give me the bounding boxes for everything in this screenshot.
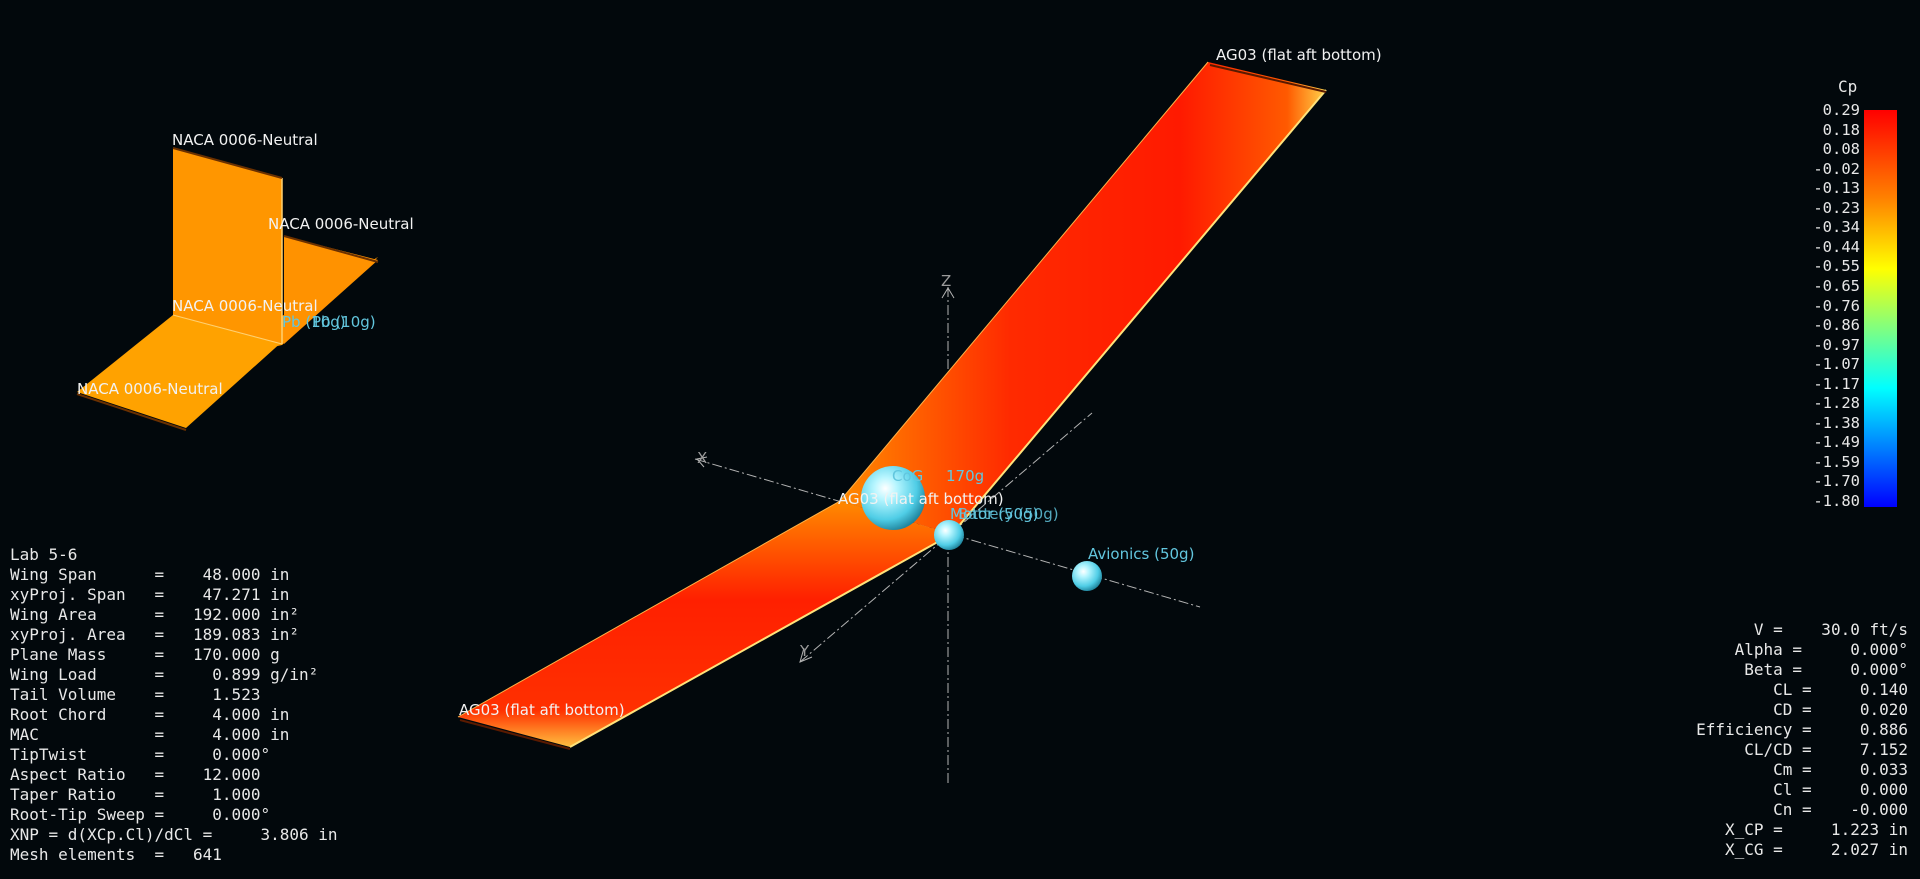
- motor-mass-label: Motor (50g): [950, 505, 1039, 523]
- cog-sphere[interactable]: [861, 466, 925, 530]
- property-row: Root-Tip Sweep = 0.000°: [10, 805, 271, 824]
- legend-tick-label: -0.34: [1813, 218, 1860, 237]
- z-axis-label: Z: [941, 272, 952, 290]
- plane-name: Lab 5-6: [10, 545, 78, 564]
- legend-tick-label: -0.55: [1813, 257, 1860, 276]
- analysis-results-panel: V = 30.0 ft/s Alpha = 0.000° Beta = 0.000°…: [1696, 620, 1908, 860]
- wing-left-panel: [458, 501, 952, 747]
- elevator-left-foil-label: NACA 0006-Neutral: [77, 380, 223, 398]
- property-row: Aspect Ratio = 12.000: [10, 765, 261, 784]
- elevator-left-surface: [77, 315, 284, 428]
- property-row: Taper Ratio = 1.000: [10, 785, 261, 804]
- properties-list: Wing Span = 48.000 in xyProj. Span = 47.2…: [10, 565, 338, 865]
- y-axis-label: Y: [800, 642, 810, 660]
- wing-tip-left-edge: [459, 719, 571, 750]
- cog-mass-label: 170g: [946, 467, 985, 485]
- motor-mass-sphere[interactable]: [934, 520, 964, 550]
- y-arrow: [799, 647, 813, 663]
- property-row: Tail Volume = 1.523: [10, 685, 261, 704]
- vertical-fin: [173, 148, 282, 344]
- legend-tick-label: -0.13: [1813, 179, 1860, 198]
- result-row: Cn = -0.000: [1773, 800, 1908, 819]
- fin-top-foil-label: NACA 0006-Neutral: [172, 131, 318, 149]
- cp-color-legend: Cp 0.29 0.18 0.08 -0.02 -0.13 -0.23 -0.34 -0.44…: [1802, 77, 1906, 517]
- avionics-mass-label: Avionics (50g): [1088, 545, 1195, 563]
- x-axis-label: X: [697, 449, 708, 467]
- legend-title: Cp: [1838, 77, 1858, 96]
- cog-label: CoG: [892, 467, 924, 485]
- legend-tick-label: -1.80: [1813, 492, 1860, 511]
- legend-tick-label: -0.76: [1813, 296, 1860, 315]
- z-arrow: [941, 287, 955, 299]
- result-row: CD = 0.020: [1773, 700, 1908, 719]
- x-arrow: [696, 456, 708, 468]
- wing-root-foil-label: AG03 (flat aft bottom): [838, 490, 1004, 508]
- avionics-mass-sphere[interactable]: [1072, 561, 1102, 591]
- result-row: Efficiency = 0.886: [1696, 720, 1908, 739]
- elevator-right-surface: [284, 236, 378, 344]
- property-row: Wing Area = 192.000 in²: [10, 605, 299, 624]
- property-row: xyProj. Span = 47.271 in: [10, 585, 290, 604]
- legend-tick-label: -0.86: [1813, 316, 1860, 335]
- property-row: Wing Load = 0.899 g/in²: [10, 665, 319, 684]
- property-row: Wing Span = 48.000 in: [10, 565, 290, 584]
- wing-tip-left-foil-label: AG03 (flat aft bottom): [459, 701, 625, 719]
- results-list: V = 30.0 ft/s Alpha = 0.000° Beta = 0.000°…: [1696, 620, 1908, 860]
- legend-tick-label: -0.44: [1813, 237, 1860, 256]
- result-row: X_CP = 1.223 in: [1724, 820, 1908, 839]
- legend-tick-label: -1.70: [1813, 472, 1860, 491]
- property-row: MAC = 4.000 in: [10, 725, 290, 744]
- legend-tick-label: -1.17: [1813, 374, 1860, 393]
- legend-tick-label: -1.49: [1813, 433, 1860, 452]
- elevator-right-foil-label: NACA 0006-Neutral: [268, 215, 414, 233]
- legend-tick-label: -1.59: [1813, 452, 1860, 471]
- wing-leading-edge: [457, 61, 1209, 718]
- wing-right-panel: [840, 62, 1326, 534]
- tail-group: [76, 147, 379, 431]
- result-row: CL = 0.140: [1773, 680, 1908, 699]
- legend-tick-label: -0.65: [1813, 276, 1860, 295]
- legend-tick-label: -0.23: [1813, 198, 1860, 217]
- property-row: Root Chord = 4.000 in: [10, 705, 290, 724]
- result-row: V = 30.0 ft/s: [1753, 620, 1908, 639]
- legend-color-bar: [1864, 110, 1897, 507]
- legend-tick-label: -1.28: [1813, 394, 1860, 413]
- legend-tick-label: 0.29: [1822, 101, 1860, 119]
- legend-tick-label: 0.18: [1822, 120, 1860, 139]
- property-row: XNP = d(XCp.Cl)/dCl = 3.806 in: [10, 825, 338, 844]
- property-row: xyProj. Area = 189.083 in²: [10, 625, 299, 644]
- battery-mass-label: Battery (50g): [958, 505, 1059, 523]
- plane-properties-panel: Lab 5-6 Wing Span = 48.000 in xyProj. Spa…: [10, 545, 338, 865]
- legend-tick-label: -1.07: [1813, 355, 1860, 374]
- tail-mass-label: Pb (10g): [282, 313, 346, 331]
- result-row: CL/CD = 7.152: [1744, 740, 1908, 759]
- x-axis-line: [694, 458, 1201, 608]
- result-row: Beta = 0.000°: [1744, 660, 1908, 679]
- main-wing: [457, 61, 1327, 750]
- property-row: Mesh elements = 641: [10, 845, 222, 864]
- wing-tip-right-edge: [1209, 64, 1327, 93]
- y-axis-line: [799, 412, 1093, 663]
- legend-tick-label: -0.97: [1813, 335, 1860, 354]
- legend-tick-label: -1.38: [1813, 413, 1860, 432]
- tail-mass-label-2: Pb (10g): [312, 313, 376, 331]
- property-row: Plane Mass = 170.000 g: [10, 645, 280, 664]
- legend-tick-label: -0.02: [1813, 159, 1860, 178]
- legend-tick-label: 0.08: [1822, 140, 1860, 159]
- property-row: TipTwist = 0.000°: [10, 745, 271, 764]
- result-row: Alpha = 0.000°: [1734, 640, 1908, 659]
- elevator-root-foil-label: NACA 0006-Neutral: [172, 297, 318, 315]
- result-row: X_CG = 2.027 in: [1724, 840, 1908, 859]
- point-masses: [861, 466, 1102, 591]
- wing-tip-right-foil-label: AG03 (flat aft bottom): [1216, 46, 1382, 64]
- result-row: Cm = 0.033: [1773, 760, 1908, 779]
- result-row: Cl = 0.000: [1773, 780, 1908, 799]
